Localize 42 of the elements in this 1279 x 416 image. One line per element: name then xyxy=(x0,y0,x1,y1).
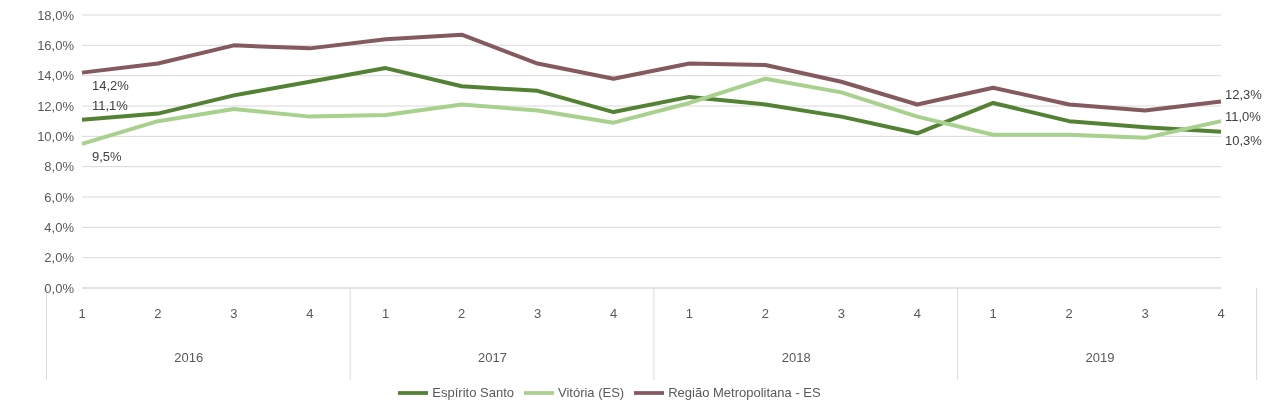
data-label: 12,3% xyxy=(1225,86,1263,102)
x-tick-label: 4 xyxy=(1217,306,1225,321)
y-tick-label: 16,0% xyxy=(37,37,75,53)
x-tick-label: 2 xyxy=(458,306,466,321)
y-tick-label: 6,0% xyxy=(44,189,75,205)
x-tick-label: 4 xyxy=(306,306,314,321)
x-tick-label: 3 xyxy=(1141,306,1149,321)
x-tick-label: 4 xyxy=(913,306,921,321)
y-tick-label: 14,0% xyxy=(37,68,75,84)
legend-label: Região Metropolitana - ES xyxy=(668,385,821,401)
y-tick-label: 10,0% xyxy=(37,128,75,144)
x-tick-label: 3 xyxy=(533,306,542,321)
line-series xyxy=(80,66,1223,136)
text: 2016 xyxy=(174,350,204,365)
x-tick-label: 1 xyxy=(382,306,390,321)
y-tick-label: 2,0% xyxy=(44,250,75,266)
x-tick-label: 2 xyxy=(761,306,770,321)
data-label: 11,1% xyxy=(92,98,129,114)
text: 2018 xyxy=(781,350,811,365)
y-tick-label: 12,0% xyxy=(37,98,75,114)
text: 2019 xyxy=(1085,350,1115,365)
x-tick-label: 1 xyxy=(989,306,997,321)
y-tick-label: 4,0% xyxy=(44,219,75,235)
data-label: 10,3% xyxy=(1225,133,1263,149)
x-tick-label: 1 xyxy=(78,306,86,321)
y-tick-label: 8,0% xyxy=(44,159,75,175)
data-label: 11,0% xyxy=(1225,108,1262,124)
data-label: 14,2% xyxy=(92,78,130,94)
line-series xyxy=(80,76,1223,146)
x-tick-label: 4 xyxy=(609,306,618,321)
line-series xyxy=(80,32,1223,113)
x-tick-label: 2 xyxy=(154,306,162,321)
x-tick-label: 3 xyxy=(230,306,238,321)
y-tick-label: 18,0% xyxy=(37,7,75,23)
x-tick-label: 2 xyxy=(1065,306,1073,321)
x-tick-label: 1 xyxy=(685,306,694,321)
y-tick-label: 0,0% xyxy=(44,280,75,296)
legend-label: Vitória (ES) xyxy=(557,385,625,401)
data-label: 9,5% xyxy=(92,149,123,165)
text: 2017 xyxy=(478,350,507,365)
legend-label: Espírito Santo xyxy=(432,385,514,401)
x-tick-label: 3 xyxy=(837,306,845,321)
